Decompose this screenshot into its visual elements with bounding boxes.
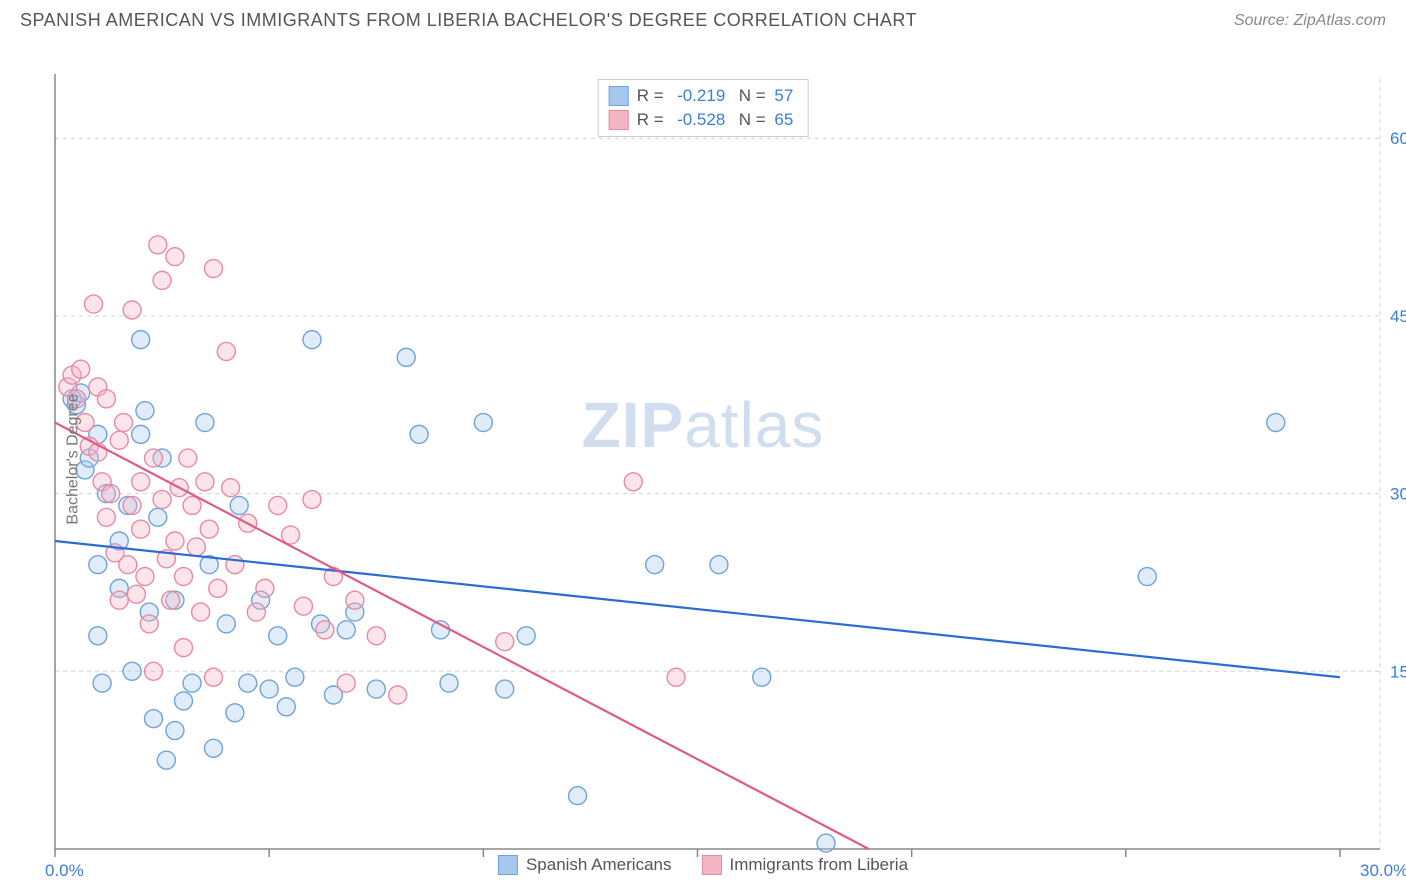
legend-label: Spanish Americans (526, 855, 672, 875)
y-axis-label: Bachelor's Degree (65, 393, 83, 524)
series-legend: Spanish Americans Immigrants from Liberia (498, 855, 908, 875)
legend-stats: R = -0.219 N = 57 (637, 86, 798, 106)
correlation-legend: R = -0.219 N = 57 R = -0.528 N = 65 (598, 79, 809, 137)
legend-swatch (701, 855, 721, 875)
legend-swatch (498, 855, 518, 875)
x-axis-start-label: 0.0% (45, 861, 84, 881)
legend-swatch (609, 110, 629, 130)
chart-area: Bachelor's Degree ZIPatlas 15.0%30.0%45.… (0, 39, 1406, 879)
svg-text:15.0%: 15.0% (1390, 662, 1406, 681)
source-label: Source: ZipAtlas.com (1234, 12, 1386, 30)
legend-stats: R = -0.528 N = 65 (637, 110, 798, 130)
chart-title: SPANISH AMERICAN VS IMMIGRANTS FROM LIBE… (20, 10, 917, 31)
svg-text:45.0%: 45.0% (1390, 307, 1406, 326)
legend-swatch (609, 86, 629, 106)
svg-text:60.0%: 60.0% (1390, 129, 1406, 148)
svg-text:30.0%: 30.0% (1390, 485, 1406, 504)
scatter-plot: 15.0% 30.0% 45.0% 60.0% (0, 39, 1406, 879)
legend-label: Immigrants from Liberia (729, 855, 908, 875)
x-axis-end-label: 30.0% (1360, 861, 1406, 881)
